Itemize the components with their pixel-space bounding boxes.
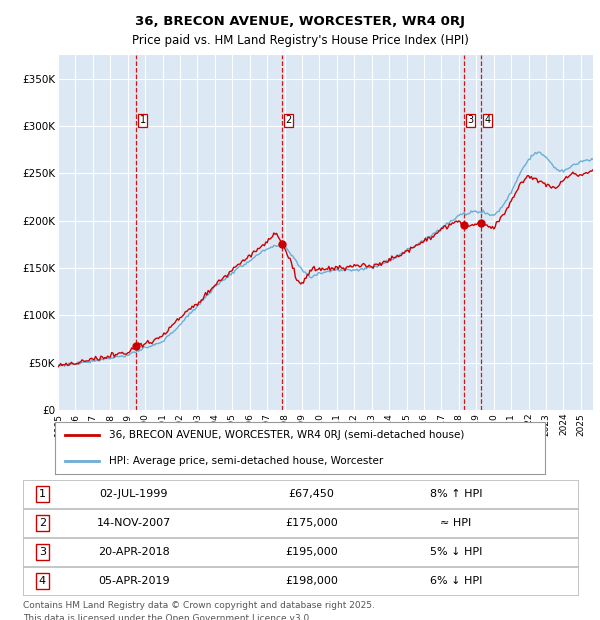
Text: 5% ↓ HPI: 5% ↓ HPI — [430, 547, 482, 557]
Text: 2: 2 — [39, 518, 46, 528]
Text: 1: 1 — [140, 115, 146, 125]
Text: ≈ HPI: ≈ HPI — [440, 518, 472, 528]
Text: £195,000: £195,000 — [285, 547, 338, 557]
Text: 36, BRECON AVENUE, WORCESTER, WR4 0RJ: 36, BRECON AVENUE, WORCESTER, WR4 0RJ — [135, 15, 465, 28]
Text: This data is licensed under the Open Government Licence v3.0.: This data is licensed under the Open Gov… — [23, 614, 312, 620]
Text: 05-APR-2019: 05-APR-2019 — [98, 576, 170, 586]
Text: 14-NOV-2007: 14-NOV-2007 — [97, 518, 171, 528]
Text: 02-JUL-1999: 02-JUL-1999 — [100, 489, 168, 499]
Text: £67,450: £67,450 — [289, 489, 335, 499]
Text: 36, BRECON AVENUE, WORCESTER, WR4 0RJ (semi-detached house): 36, BRECON AVENUE, WORCESTER, WR4 0RJ (s… — [109, 430, 464, 440]
Text: Price paid vs. HM Land Registry's House Price Index (HPI): Price paid vs. HM Land Registry's House … — [131, 34, 469, 47]
Text: 3: 3 — [39, 547, 46, 557]
Text: 4: 4 — [484, 115, 490, 125]
Text: 3: 3 — [467, 115, 473, 125]
Text: 8% ↑ HPI: 8% ↑ HPI — [430, 489, 482, 499]
Text: £198,000: £198,000 — [285, 576, 338, 586]
Text: Contains HM Land Registry data © Crown copyright and database right 2025.: Contains HM Land Registry data © Crown c… — [23, 601, 375, 610]
Text: £175,000: £175,000 — [285, 518, 338, 528]
Text: 4: 4 — [39, 576, 46, 586]
Text: 6% ↓ HPI: 6% ↓ HPI — [430, 576, 482, 586]
Text: 1: 1 — [39, 489, 46, 499]
Text: HPI: Average price, semi-detached house, Worcester: HPI: Average price, semi-detached house,… — [109, 456, 383, 466]
Text: 2: 2 — [286, 115, 292, 125]
Text: 20-APR-2018: 20-APR-2018 — [98, 547, 170, 557]
